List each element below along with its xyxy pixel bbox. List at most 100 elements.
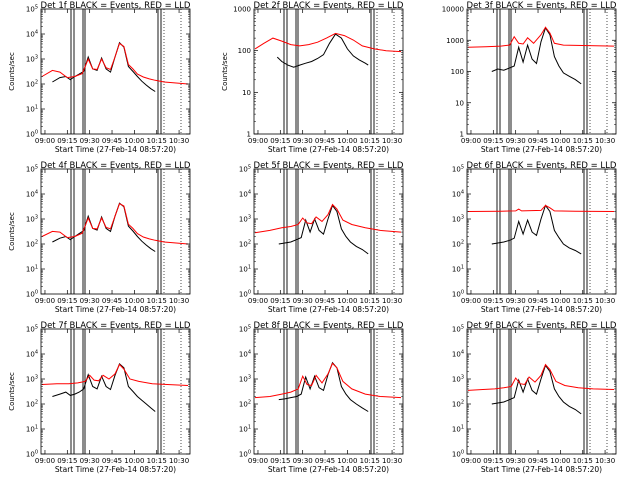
x-tick-label: 10:30 (382, 457, 402, 465)
series-lld-line (41, 202, 189, 245)
y-tick-label: 101 (239, 265, 251, 274)
plot-frame (40, 8, 191, 135)
x-tick-label: 10:15 (360, 457, 380, 465)
panel-det-7: Det 7f BLACK = Events, RED = LLD 100 101 10… (8, 321, 191, 474)
x-tick-label: 10:00 (337, 297, 357, 305)
y-tick-label: 103 (239, 375, 251, 384)
y-tick-label: 100 (239, 290, 251, 299)
plot-frame (253, 168, 404, 295)
plot-frame (466, 328, 617, 455)
series-events-line (52, 41, 156, 92)
x-tick-label: 09:00 (461, 457, 481, 465)
x-tick-label: 09:45 (315, 297, 335, 305)
x-tick-label: 09:15 (483, 297, 503, 305)
x-tick-label: 10:15 (147, 137, 167, 145)
x-tick-label: 09:15 (483, 457, 503, 465)
plot-frame (253, 328, 404, 455)
panel-title: Det 7f BLACK = Events, RED = LLD (41, 321, 191, 331)
series-lld-line (467, 204, 615, 212)
series-events-line (278, 204, 369, 255)
x-tick-label: 09:45 (528, 457, 548, 465)
x-tick-label: 10:00 (337, 137, 357, 145)
x-tick-label: 09:15 (483, 137, 503, 145)
y-tick-label: 100 (238, 47, 251, 55)
y-tick-label: 105 (239, 325, 251, 334)
y-tick-label: 1000 (233, 6, 251, 14)
x-tick-label: 10:15 (360, 297, 380, 305)
x-tick-label: 10:30 (382, 297, 402, 305)
x-tick-label: 09:45 (102, 457, 122, 465)
x-tick-label: 09:15 (57, 297, 77, 305)
y-tick-label: 10 (242, 89, 251, 97)
y-tick-label: 103 (239, 215, 251, 224)
y-tick-label: 102 (452, 400, 464, 409)
panel-title: Det 9f BLACK = Events, RED = LLD (467, 321, 617, 331)
y-tick-label: 105 (26, 165, 38, 174)
y-tick-label: 101 (26, 425, 38, 434)
x-tick-label: 09:30 (293, 457, 313, 465)
y-tick-label: 104 (239, 350, 251, 359)
series-lld-line (254, 362, 402, 399)
x-tick-label: 10:30 (595, 457, 615, 465)
series-lld-line (467, 363, 615, 391)
panel-title: Det 1f BLACK = Events, RED = LLD (41, 1, 191, 11)
x-tick-label: 09:30 (506, 137, 526, 145)
x-tick-label: 09:45 (528, 297, 548, 305)
x-tick-label: 09:00 (461, 137, 481, 145)
x-tick-label: 10:00 (550, 457, 570, 465)
series-lld-line (254, 203, 402, 234)
x-axis-label: Start Time (27-Feb-14 08:57:20) (481, 305, 602, 314)
y-tick-label: 101 (239, 425, 251, 434)
x-axis-label: Start Time (27-Feb-14 08:57:20) (481, 465, 602, 474)
x-tick-label: 10:30 (382, 137, 402, 145)
x-tick-label: 09:45 (528, 137, 548, 145)
y-tick-label: 102 (26, 400, 38, 409)
y-axis-label: Counts/sec (221, 52, 229, 91)
x-tick-label: 10:30 (595, 137, 615, 145)
x-tick-label: 09:30 (80, 137, 100, 145)
y-tick-label: 101 (452, 425, 464, 434)
panel-det-2: Det 2f BLACK = Events, RED = LLD 1 10 100 10… (221, 1, 404, 154)
x-axis-label: Start Time (27-Feb-14 08:57:20) (268, 145, 389, 154)
panel-title: Det 3f BLACK = Events, RED = LLD (467, 1, 617, 11)
panel-title: Det 6f BLACK = Events, RED = LLD (467, 161, 617, 171)
x-tick-label: 09:00 (35, 457, 55, 465)
x-tick-label: 10:00 (124, 297, 144, 305)
y-tick-label: 102 (239, 240, 251, 249)
x-tick-label: 10:30 (595, 297, 615, 305)
y-tick-label: 103 (26, 215, 38, 224)
y-tick-label: 10 (455, 99, 464, 107)
x-axis-label: Start Time (27-Feb-14 08:57:20) (55, 465, 176, 474)
y-tick-label: 102 (26, 80, 38, 89)
x-tick-label: 09:30 (80, 297, 100, 305)
plot-frame (253, 8, 404, 135)
y-tick-label: 101 (26, 105, 38, 114)
y-tick-label: 104 (452, 190, 464, 199)
panel-title: Det 5f BLACK = Events, RED = LLD (254, 161, 404, 171)
x-tick-label: 10:30 (169, 457, 189, 465)
x-tick-label: 09:00 (35, 297, 55, 305)
y-tick-label: 102 (452, 240, 464, 249)
y-tick-label: 103 (452, 375, 464, 384)
y-tick-label: 101 (26, 265, 38, 274)
y-tick-label: 1000 (446, 37, 464, 45)
y-tick-label: 1 (247, 131, 251, 139)
series-events-line (278, 361, 369, 412)
x-axis-label: Start Time (27-Feb-14 08:57:20) (268, 465, 389, 474)
x-tick-label: 09:00 (248, 297, 268, 305)
x-tick-label: 10:15 (573, 457, 593, 465)
y-tick-label: 104 (239, 190, 251, 199)
series-events-line (52, 202, 156, 252)
y-tick-label: 105 (26, 5, 38, 14)
y-tick-label: 102 (26, 240, 38, 249)
x-tick-label: 10:15 (573, 137, 593, 145)
y-tick-label: 100 (452, 450, 464, 459)
panel-det-5: Det 5f BLACK = Events, RED = LLD 100 101 10… (239, 161, 404, 314)
x-tick-label: 09:00 (248, 137, 268, 145)
y-tick-label: 104 (452, 350, 464, 359)
x-tick-label: 10:30 (169, 137, 189, 145)
y-tick-label: 100 (26, 450, 38, 459)
x-tick-label: 09:30 (506, 457, 526, 465)
panel-det-3: Det 3f BLACK = Events, RED = LLD 1 10 100 10… (442, 1, 617, 154)
